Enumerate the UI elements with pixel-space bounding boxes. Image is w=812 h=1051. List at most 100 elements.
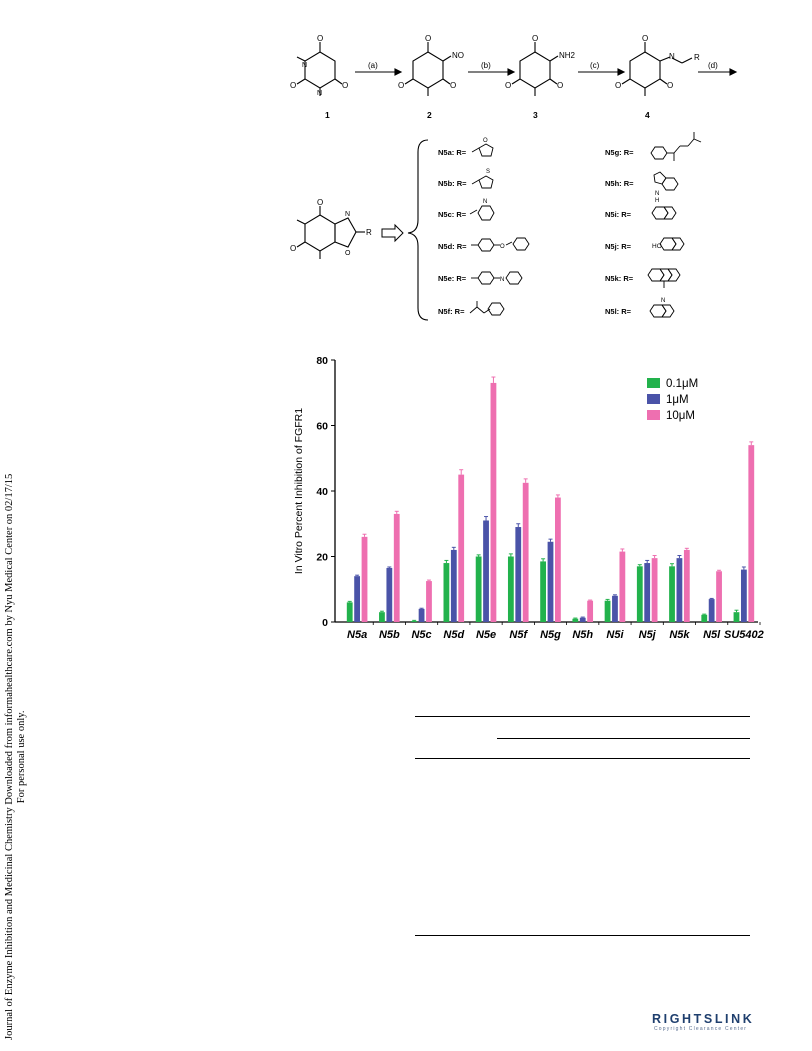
bar-N5g-0 [540, 561, 546, 622]
bar-N5f-1 [515, 527, 522, 622]
svg-text:HO: HO [652, 243, 662, 250]
svg-text:N: N [661, 298, 665, 304]
bar-N5j-2 [651, 558, 658, 622]
y-tick-label: 60 [316, 421, 328, 433]
bar-N5a-0 [346, 602, 353, 622]
r-group-label: N5b: R= [438, 179, 467, 188]
fgfr1-inhibition-chart: 0 20 40 60 80 In Vitro Percent Inhibition of … [293, 355, 764, 641]
svg-text:N: N [655, 191, 659, 197]
bar-N5e-2 [490, 382, 497, 622]
bar-N5k-2 [683, 549, 690, 622]
legend-swatch [647, 394, 660, 404]
r-group-label: N5l: R= [605, 307, 632, 316]
r-group-label: N5i: R= [605, 210, 632, 219]
y-tick-label: 40 [316, 486, 328, 498]
svg-text:S: S [486, 169, 490, 175]
bar-N5b-1 [386, 567, 393, 622]
svg-text:NO: NO [452, 51, 464, 60]
bar-N5c-0 [411, 621, 418, 622]
r-group-structures: O S N O N [469, 132, 702, 318]
bar-N5k-0 [669, 566, 675, 622]
x-tick-label: N5c [411, 629, 431, 641]
bar-N5c-2 [426, 581, 432, 622]
bar-N5i-2 [619, 551, 626, 622]
r-group-label: N5e: R= [438, 274, 467, 283]
table-rule-top [415, 716, 750, 717]
svg-text:O: O [505, 81, 511, 90]
bar-N5h-2 [587, 600, 594, 622]
x-tick-label: N5f [509, 629, 528, 641]
y-tick-label: 20 [316, 552, 328, 564]
compound-number-1: 1 [325, 110, 330, 120]
bar-N5a-1 [354, 576, 361, 622]
svg-text:N: N [345, 211, 350, 218]
x-tick-label: N5d [443, 629, 464, 641]
r-group-label: N5a: R= [438, 148, 467, 157]
compound-number-3: 3 [533, 110, 538, 120]
product-core-structure: O O N O R [290, 198, 372, 259]
bar-N5c-1 [418, 608, 425, 622]
legend-label: 10μM [666, 410, 695, 422]
bar-SU5402-0 [733, 612, 740, 622]
svg-text:H: H [655, 198, 659, 204]
x-tick-label: N5j [639, 629, 657, 641]
bar-N5l-2 [716, 571, 722, 622]
step-d-label: (d) [708, 61, 718, 70]
bar-SU5402-1 [740, 569, 747, 622]
bar-N5i-1 [612, 595, 618, 622]
legend-label: 1μM [666, 394, 689, 406]
svg-text:N: N [669, 52, 675, 61]
x-tick-label: N5l [703, 629, 721, 641]
bar-N5j-1 [644, 563, 651, 622]
legend-swatch [647, 378, 660, 388]
rightslink-wordmark: RIGHTSLINK [652, 1012, 755, 1026]
svg-text:O: O [615, 81, 621, 90]
svg-text:N: N [500, 277, 504, 283]
compound-4-structure: O N R O O [615, 34, 700, 96]
download-note-line2: For personal use only. [16, 710, 27, 804]
bar-N5d-1 [450, 549, 457, 622]
bar-N5d-0 [443, 563, 450, 622]
svg-text:O: O [398, 81, 404, 90]
svg-text:O: O [450, 81, 456, 90]
r-group-label: N5g: R= [605, 148, 634, 157]
bar-N5i-0 [604, 600, 611, 622]
svg-text:NH2: NH2 [559, 51, 576, 60]
bar-N5f-0 [507, 556, 514, 622]
x-tick-label: N5k [669, 629, 690, 641]
svg-text:O: O [500, 244, 505, 250]
x-tick-label: N5i [606, 629, 624, 641]
x-tick-label: N5a [347, 629, 367, 641]
bar-N5k-1 [676, 558, 683, 622]
r-group-label: N5j: R= [605, 242, 632, 251]
bar-N5j-0 [636, 566, 643, 622]
svg-text:O: O [290, 244, 296, 253]
r-group-label: N5c: R= [438, 210, 467, 219]
bar-N5d-2 [458, 474, 465, 622]
bar-N5f-2 [522, 482, 529, 622]
r-group-label: N5f: R= [438, 307, 465, 316]
step-b-label: (b) [481, 61, 491, 70]
r-group-label: N5h: R= [605, 179, 634, 188]
svg-text:O: O [642, 34, 648, 43]
bar-N5g-2 [555, 497, 561, 622]
y-tick-label: 80 [316, 355, 328, 367]
svg-text:R: R [366, 228, 372, 237]
r-group-labels-left: N5a: R= N5b: R= N5c: R= N5d: R= N5e: R= N5f: … [438, 148, 467, 316]
legend-label: 0.1μM [666, 378, 698, 390]
step-a-label: (a) [368, 61, 378, 70]
bar-N5e-0 [475, 556, 482, 622]
r-group-label: N5d: R= [438, 242, 467, 251]
x-tick-label: N5h [572, 629, 593, 641]
compound-number-2: 2 [427, 110, 432, 120]
svg-text:O: O [425, 34, 431, 43]
bar-N5l-0 [701, 614, 708, 622]
svg-text:O: O [483, 138, 488, 144]
rightslink-logo[interactable]: RIGHTSLINK Copyright Clearance Center [652, 1012, 802, 1040]
hollow-arrow [381, 223, 404, 243]
bar-N5g-1 [547, 541, 554, 622]
compound-number-4: 4 [645, 110, 650, 120]
step-c-label: (c) [590, 61, 600, 70]
r-group-label: N5k: R= [605, 274, 634, 283]
svg-text:O: O [317, 198, 323, 207]
